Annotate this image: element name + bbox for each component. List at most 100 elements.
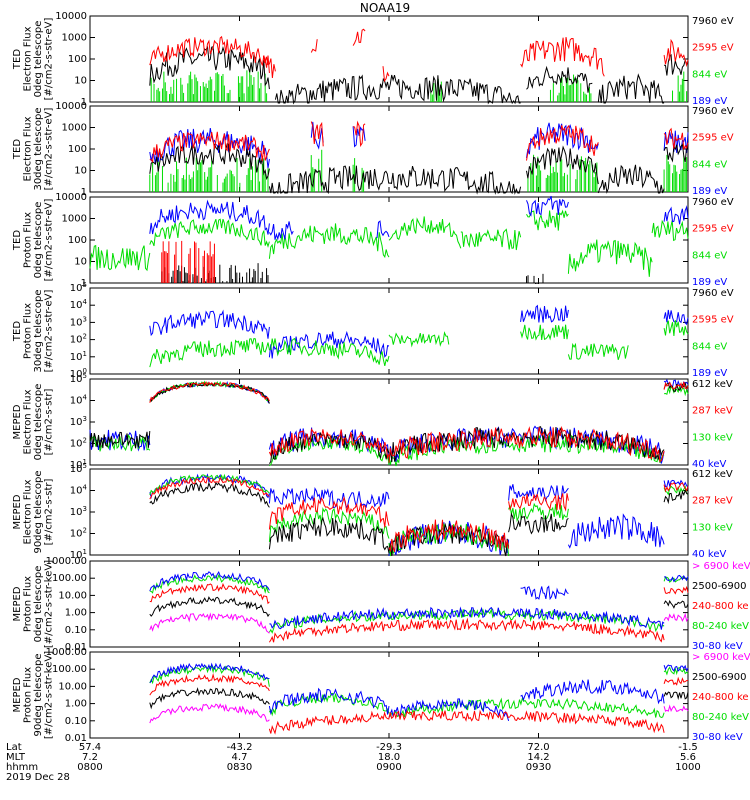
data-line bbox=[149, 582, 270, 605]
y-tick-label: 10.00 bbox=[58, 681, 87, 692]
legend-entry: 80-240 keV bbox=[692, 621, 749, 632]
legend: 612 keV 287 keV 130 keV 40 keV bbox=[692, 379, 733, 470]
legend-entry: 844 eV bbox=[692, 341, 727, 352]
y-axis-label: MEPED Proton Flux 0deg telescope [#/cm2-s-s… bbox=[12, 560, 55, 648]
y-tick-label: 104 bbox=[70, 298, 88, 311]
y-axis-label-line: [#/cm2-s-str-eV] bbox=[44, 108, 55, 191]
panel-frame bbox=[89, 651, 689, 739]
series-green bbox=[149, 320, 689, 368]
data-line bbox=[310, 39, 318, 53]
y-tick-label: 104 bbox=[70, 484, 88, 497]
footer-value: 18.0 bbox=[378, 752, 400, 763]
y-tick-label: 10000 bbox=[55, 192, 87, 203]
legend-entry: 240-800 ke bbox=[692, 601, 749, 612]
footer-value: 72.0 bbox=[527, 742, 549, 753]
y-tick-label: 100.00 bbox=[52, 573, 87, 584]
legend: 7960 eV 2595 eV 844 eV 189 eV bbox=[692, 288, 734, 379]
series-black bbox=[149, 143, 689, 195]
y-tick-label: 101 bbox=[70, 350, 87, 363]
data-line bbox=[149, 570, 270, 592]
data-line bbox=[149, 381, 270, 403]
data-line bbox=[663, 704, 689, 713]
y-tick-label: 100 bbox=[68, 144, 87, 155]
data-line bbox=[376, 220, 390, 239]
y-axis-label-line: MEPED bbox=[12, 404, 23, 439]
y-axis-label-line: [#/cm2-s-str-eV] bbox=[44, 290, 55, 373]
y-axis-label: MEPED Electron Flux 90deg telescope [#/cm2-… bbox=[12, 470, 55, 553]
series-green bbox=[149, 149, 688, 192]
data-line bbox=[664, 574, 689, 583]
legend-entry: 2500-6900 bbox=[692, 581, 747, 592]
data-line bbox=[508, 502, 569, 523]
y-axis-label-line: 30deg telescope bbox=[33, 289, 44, 372]
data-line bbox=[89, 431, 151, 449]
y-axis-label-line: TED bbox=[12, 230, 23, 251]
y-tick-label: 10000 bbox=[55, 11, 87, 22]
data-line bbox=[328, 489, 390, 509]
series-red bbox=[149, 476, 689, 553]
series-red bbox=[149, 120, 689, 163]
data-line bbox=[149, 143, 270, 181]
legend-entry: 612 keV bbox=[692, 379, 733, 390]
data-line bbox=[663, 381, 689, 392]
data-line bbox=[149, 662, 270, 684]
y-tick-label: 1000 bbox=[62, 214, 87, 225]
y-tick-label: 0.10 bbox=[65, 625, 87, 636]
footer-row-label: hhmm bbox=[6, 762, 38, 773]
data-line bbox=[520, 585, 569, 601]
legend-entry: 844 eV bbox=[692, 159, 727, 170]
y-axis-label: TED Electron Flux 0deg telescope [#/cm2-s-s… bbox=[12, 18, 55, 101]
footer: Lat 57.4 -43.2 -29.3 72.0 -1.5 MLT 7.2 4.7 18.0 14… bbox=[6, 742, 701, 783]
y-axis-label-line: 0deg telescope bbox=[33, 21, 44, 98]
data-line bbox=[651, 219, 689, 242]
data-line bbox=[268, 221, 294, 241]
data-line bbox=[269, 606, 665, 630]
data-line bbox=[526, 209, 569, 231]
y-axis-label-line: 90deg telescope bbox=[33, 653, 44, 736]
legend-entry: > 6900 keV bbox=[692, 652, 750, 663]
footer-value: -29.3 bbox=[376, 742, 402, 753]
y-tick-label: 1 bbox=[81, 187, 87, 198]
y-tick-label: 100.00 bbox=[52, 664, 87, 675]
y-axis-label-line: Proton Flux bbox=[23, 667, 34, 723]
series-blue bbox=[149, 195, 689, 241]
y-tick-label: 103 bbox=[70, 505, 87, 518]
footer-value: -1.5 bbox=[678, 742, 698, 753]
series-black bbox=[149, 481, 689, 557]
data-line bbox=[508, 493, 569, 512]
legend-entry: 30-80 keV bbox=[692, 641, 743, 652]
y-axis-label-line: MEPED bbox=[12, 494, 23, 529]
y-axis-label-line: TED bbox=[12, 321, 23, 342]
data-line bbox=[663, 666, 689, 676]
data-line bbox=[663, 205, 689, 225]
data-line bbox=[663, 381, 689, 390]
y-axis-label: TED Proton Flux 30deg telescope [#/cm2-s-st… bbox=[12, 289, 55, 372]
data-line bbox=[663, 38, 689, 68]
footer-value: 7.2 bbox=[82, 752, 98, 763]
y-axis-label: TED Proton Flux 0deg telescope [#/cm2-s-str… bbox=[12, 199, 55, 282]
legend-entry: 2595 eV bbox=[692, 133, 734, 144]
y-tick-label: 103 bbox=[70, 415, 87, 428]
legend-entry: 287 keV bbox=[692, 496, 733, 507]
legend: > 6900 keV 2500-6900 240-800 ke 80-240 keV 3… bbox=[692, 652, 750, 743]
footer-value: 1000 bbox=[675, 762, 700, 773]
data-line bbox=[597, 73, 665, 104]
y-axis-label-line: Electron Flux bbox=[23, 389, 34, 454]
y-axis-label-line: Electron Flux bbox=[23, 479, 34, 544]
y-axis-label-line: Electron Flux bbox=[23, 26, 34, 91]
data-line bbox=[526, 65, 593, 93]
data-line bbox=[268, 687, 390, 716]
data-line bbox=[149, 473, 270, 496]
legend-entry: 189 eV bbox=[692, 277, 727, 288]
legend-entry: > 6900 keV bbox=[692, 561, 750, 572]
footer-value: 57.4 bbox=[79, 742, 101, 753]
footer-value: 0930 bbox=[526, 762, 551, 773]
plot-title: NOAA19 bbox=[360, 1, 410, 15]
legend-entry: 2595 eV bbox=[692, 224, 734, 235]
legend-entry: 844 eV bbox=[692, 69, 727, 80]
y-tick-label: 1.00 bbox=[65, 608, 87, 619]
